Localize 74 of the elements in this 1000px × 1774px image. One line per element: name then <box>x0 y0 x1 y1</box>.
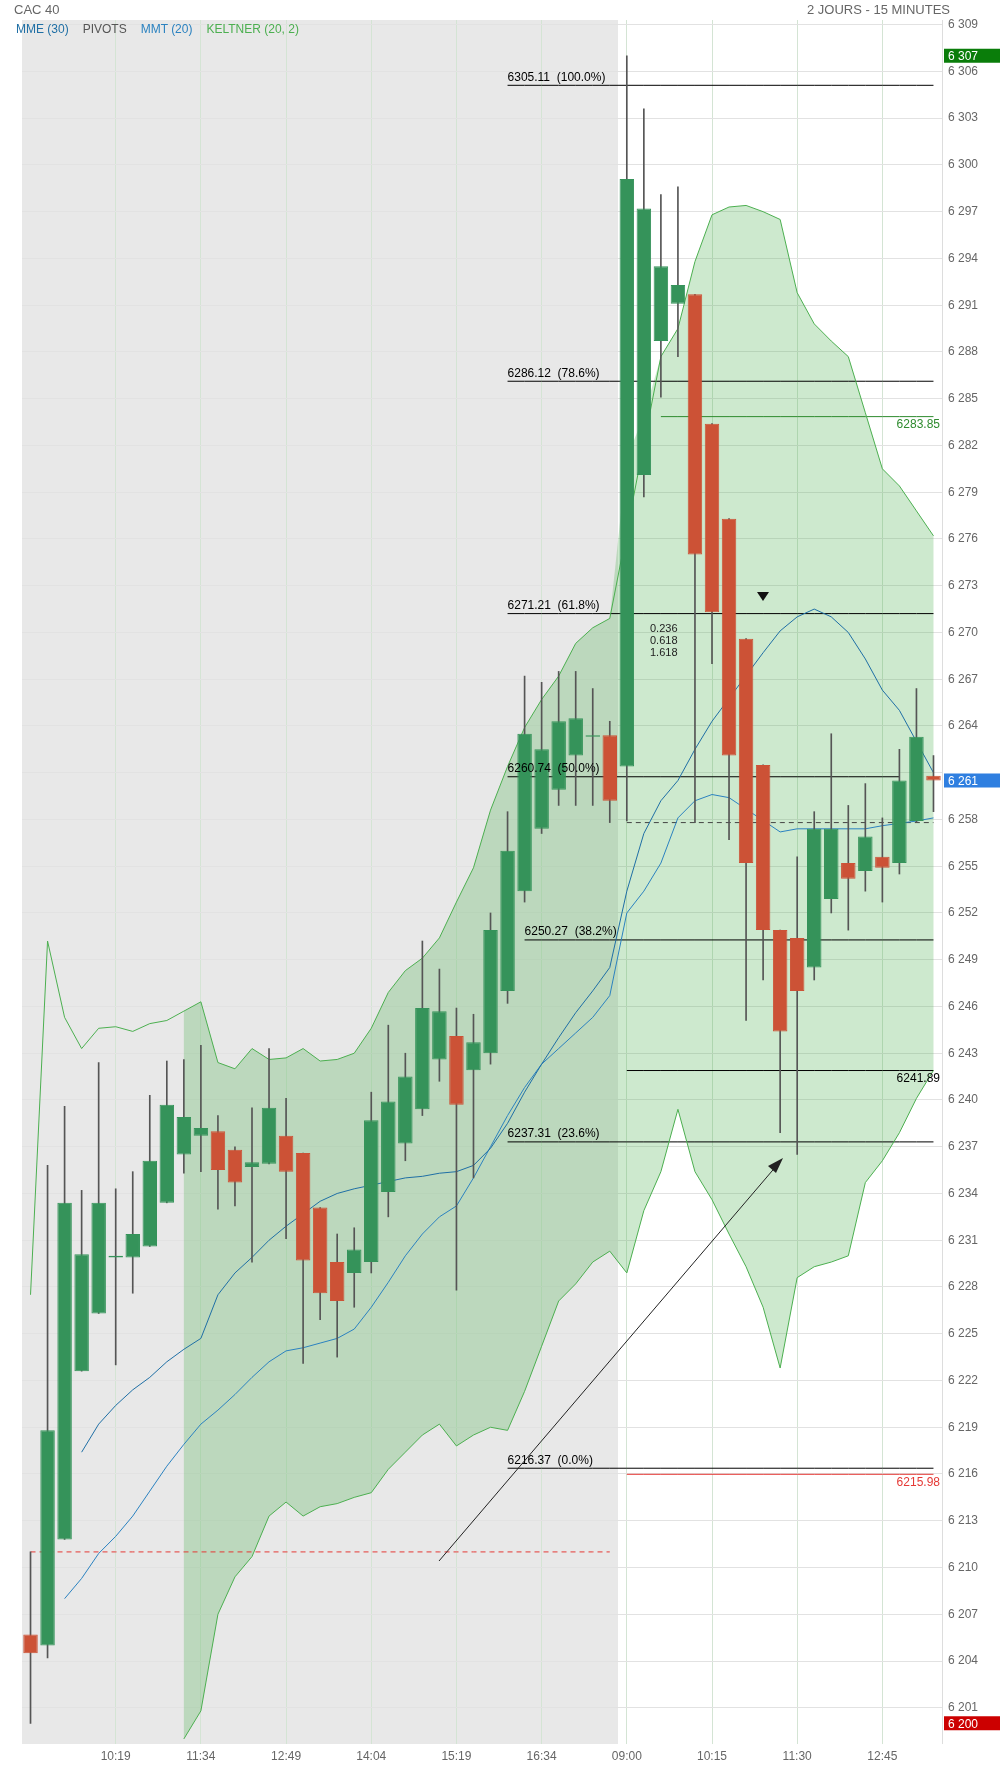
annotation: 0.236 <box>650 622 678 634</box>
x-tick-label: 12:49 <box>271 1749 302 1764</box>
y-tick-label: 6 240 <box>948 1092 979 1107</box>
series-label: 6250.27 (38.2%) <box>524 924 617 939</box>
x-tick-label: 14:04 <box>356 1749 387 1764</box>
x-tick-label: 12:45 <box>867 1749 898 1764</box>
series-label: 6241.89 <box>896 1070 941 1085</box>
y-tick-label: 6 225 <box>948 1326 979 1341</box>
x-tick-label: 10:15 <box>696 1749 728 1764</box>
y-tick-label: 6 285 <box>948 391 979 406</box>
y-tick-label: 6 204 <box>948 1653 979 1668</box>
y-tick-label: 6 231 <box>948 1232 979 1247</box>
y-tick-label: 6 222 <box>948 1372 979 1387</box>
candlestick <box>193 1045 209 1172</box>
series-label: 6286.12 (78.6%) <box>507 365 600 380</box>
annotation: 0.618 <box>650 634 678 646</box>
series-label: 6215.98 <box>896 1474 941 1489</box>
candlestick <box>125 1171 140 1294</box>
x-tick-label: 16:34 <box>526 1749 557 1764</box>
y-tick-label: 6 267 <box>948 671 979 686</box>
y-tick-label: 6 219 <box>948 1419 979 1434</box>
y-tick-label: 6 294 <box>948 250 979 265</box>
x-tick-label: 09:00 <box>611 1749 643 1764</box>
y-tick-label: 6 228 <box>948 1279 979 1294</box>
text: 6 307 <box>948 49 979 64</box>
candlestick <box>278 1098 294 1240</box>
text: KELTNER (20, 2) <box>206 22 299 36</box>
y-tick-label: 6 264 <box>948 718 979 733</box>
y-tick-label: 6 234 <box>948 1185 979 1200</box>
text: MME (30) <box>16 22 69 36</box>
y-tick-label: 6 258 <box>948 811 979 826</box>
text: MMT (20) <box>140 22 193 36</box>
y-tick-label: 6 249 <box>948 952 979 967</box>
series-label: 6305.11 (100.0%) <box>507 69 606 84</box>
y-tick-label: 6 243 <box>948 1045 979 1060</box>
y-tick-label: 6 291 <box>948 297 979 312</box>
y-tick-label: 6 309 <box>948 16 979 31</box>
y-tick-label: 6 255 <box>948 858 979 873</box>
y-tick-label: 6 201 <box>948 1700 979 1715</box>
text: 6 200 <box>948 1716 979 1731</box>
annotation: 1.618 <box>650 646 678 658</box>
x-tick-label: 11:30 <box>782 1749 813 1764</box>
series-label: 6237.31 (23.6%) <box>507 1126 600 1141</box>
x-tick-label: 10:19 <box>100 1749 132 1764</box>
x-tick-label: 11:34 <box>186 1749 216 1764</box>
y-tick-label: 6 270 <box>948 624 979 639</box>
y-tick-label: 6 300 <box>948 157 979 172</box>
x-tick-label: 15:19 <box>441 1749 472 1764</box>
series-label: 6283.85 <box>896 416 941 431</box>
y-tick-label: 6 288 <box>948 344 979 359</box>
text: 6 261 <box>948 773 979 788</box>
y-tick-label: 6 276 <box>948 531 979 546</box>
y-tick-label: 6 279 <box>948 484 979 499</box>
y-tick-label: 6 252 <box>948 905 979 920</box>
y-tick-label: 6 210 <box>948 1559 979 1574</box>
candlestick <box>670 186 686 357</box>
y-tick-label: 6 273 <box>948 578 979 593</box>
y-tick-label: 6 207 <box>948 1606 979 1621</box>
y-tick-label: 6 237 <box>948 1139 979 1154</box>
chart-subtitle: 2 JOURS - 15 MINUTES <box>806 2 950 17</box>
series-label: 6271.21 (61.8%) <box>507 597 600 612</box>
y-tick-label: 6 303 <box>948 110 979 125</box>
candlestick <box>789 856 805 1155</box>
chart-title: CAC 40 <box>14 2 60 17</box>
y-tick-label: 6 216 <box>948 1466 979 1481</box>
y-tick-label: 6 282 <box>948 437 979 452</box>
candlestick <box>841 805 856 931</box>
series-label: 6216.37 (0.0%) <box>507 1452 593 1467</box>
candlestick <box>244 1107 260 1263</box>
y-tick-label: 6 213 <box>948 1513 979 1528</box>
y-tick-label: 6 306 <box>948 63 979 78</box>
y-tick-label: 6 297 <box>948 204 979 218</box>
y-tick-label: 6 246 <box>948 998 979 1013</box>
annotation: PIVOTS <box>82 22 127 36</box>
